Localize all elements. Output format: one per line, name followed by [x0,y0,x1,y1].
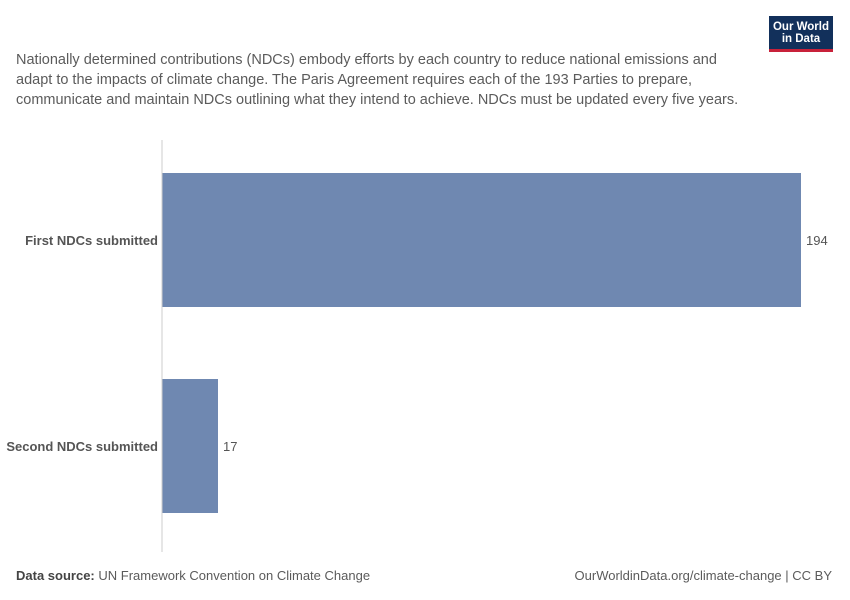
owid-logo[interactable]: Our World in Data [769,16,833,52]
category-label: First NDCs submitted [25,233,158,248]
logo-line-2: in Data [781,32,821,45]
category-label: Second NDCs submitted [6,439,158,454]
bar[interactable] [162,173,801,307]
bar[interactable] [162,379,218,513]
data-source: Data source: UN Framework Convention on … [16,568,370,583]
data-source-label: Data source: [16,568,95,583]
value-label: 194 [806,233,828,248]
logo-line-1: Our World [772,20,829,33]
value-label: 17 [223,439,237,454]
owid-url-license[interactable]: OurWorldinData.org/climate-change | CC B… [574,568,832,583]
chart-subtitle: Nationally determined contributions (NDC… [16,52,739,108]
data-source-text[interactable]: UN Framework Convention on Climate Chang… [98,568,371,583]
